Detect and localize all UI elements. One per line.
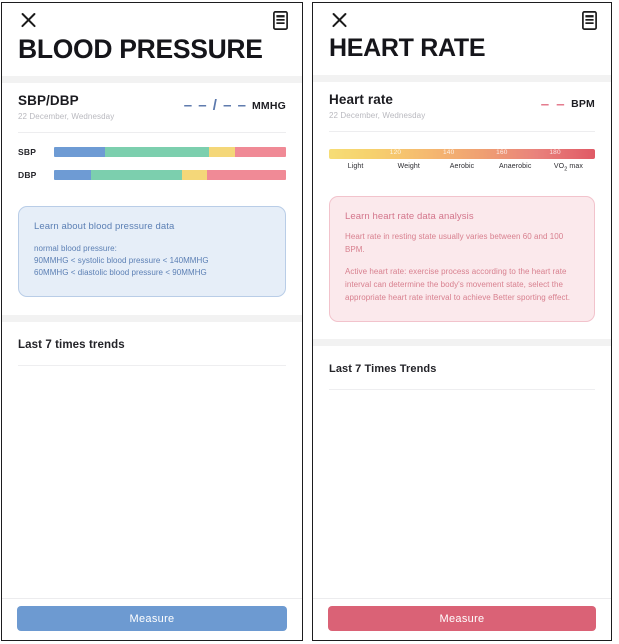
bp-topbar: [2, 3, 302, 37]
sbp-segment-elevated: [209, 147, 235, 158]
hr-tick: 160: [496, 149, 508, 156]
document-records-icon[interactable]: [273, 10, 288, 30]
divider: [18, 132, 286, 134]
vo2-subscript: 2: [564, 165, 568, 172]
bp-trends-title: Last 7 times trends: [18, 338, 125, 351]
hr-tick: 140: [442, 149, 455, 156]
hr-zone-label: Weight: [397, 162, 420, 170]
hr-metric-card: Heart rate 22 December, Wednesday – – BP…: [313, 81, 611, 181]
metric-date: 22 December, Wednesday: [329, 110, 426, 120]
section-separator: [313, 74, 611, 82]
bp-info-line: 60MMHG < diastolic blood pressure < 90MM…: [34, 268, 207, 278]
metric-value-placeholder: – –: [540, 95, 567, 113]
hr-metric-row: Heart rate 22 December, Wednesday – – BP…: [329, 82, 595, 131]
hr-zone-label: Anaerobic: [499, 162, 532, 170]
bp-metric-info: SBP/DBP 22 December, Wednesday: [18, 93, 114, 121]
metric-name: Heart rate: [329, 91, 394, 107]
hr-info-wrap: Learn heart rate data analysis Heart rat…: [313, 181, 611, 339]
dbp-segment-normal: [91, 170, 182, 181]
heart-rate-screen: HEART RATE Heart rate 22 December, Wedne…: [312, 2, 612, 641]
hr-zone-label: Light: [347, 162, 364, 170]
metric-unit: BPM: [571, 98, 595, 110]
hr-zone-label: Aerobic: [449, 162, 475, 170]
bp-metric-value: – – / – – MMHG: [184, 93, 286, 114]
metric-value-placeholder: – – / – –: [183, 97, 247, 115]
hr-metric-info: Heart rate 22 December, Wednesday: [329, 92, 425, 120]
dbp-bar-row: DBP: [18, 170, 286, 181]
section-separator: [313, 338, 611, 346]
hr-topbar: [313, 3, 611, 37]
hr-trends-title: Last 7 Times Trends: [329, 362, 437, 375]
hr-gradient-bar: 120 140 160 180: [329, 148, 595, 159]
bp-info-box[interactable]: Learn about blood pressure data normal b…: [18, 206, 286, 297]
hr-info-paragraph: Heart rate in resting state usually vari…: [345, 231, 564, 254]
hr-zone-labels: Light Weight Aerobic Anaerobic VO2 max: [329, 163, 595, 172]
bp-info-line: normal blood pressure:: [34, 244, 117, 254]
hr-zone-label-vo2max: VO2 max: [542, 163, 595, 172]
section-separator: [2, 314, 302, 322]
vo2-suffix: max: [567, 162, 583, 170]
hr-footer: Measure: [313, 598, 611, 640]
sbp-segment-high: [234, 147, 286, 158]
dbp-label: DBP: [18, 170, 37, 181]
metric-date: 22 December, Wednesday: [18, 112, 115, 122]
section-separator: [2, 76, 302, 84]
bp-metric-row: SBP/DBP 22 December, Wednesday – – / – –…: [18, 83, 286, 132]
hr-info-paragraph: Active heart rate: exercise process acco…: [345, 266, 571, 302]
sbp-segment-normal: [105, 147, 210, 158]
bp-footer: Measure: [2, 598, 302, 640]
bp-range-bars: SBP DBP: [18, 133, 286, 192]
metric-unit: MMHG: [251, 99, 286, 112]
dbp-segment-high: [207, 170, 286, 181]
dbp-segment-low: [54, 170, 92, 181]
sbp-bar-track: [54, 147, 286, 158]
document-records-icon[interactable]: [582, 10, 597, 30]
sbp-label: SBP: [18, 147, 37, 158]
bp-info-line: 90MMHG < systolic blood pressure < 140MM…: [34, 256, 209, 266]
page-title: BLOOD PRESSURE: [18, 34, 263, 64]
dbp-segment-elevated: [181, 170, 208, 181]
measure-button[interactable]: Measure: [17, 606, 287, 631]
page-title: HEART RATE: [329, 34, 486, 62]
divider: [18, 364, 286, 366]
dbp-bar-track: [54, 170, 286, 181]
hr-metric-value: – – BPM: [541, 92, 595, 113]
metric-name: SBP/DBP: [18, 93, 79, 109]
hr-tick: 120: [389, 149, 402, 156]
hr-zone-scale: 120 140 160 180 Light Weight Aerobic Ana…: [329, 132, 595, 181]
vo2-prefix: VO: [553, 162, 565, 170]
bp-info-wrap: Learn about blood pressure data normal b…: [2, 192, 302, 314]
close-icon[interactable]: [329, 10, 349, 30]
bp-metric-card: SBP/DBP 22 December, Wednesday – – / – –…: [2, 83, 302, 193]
hr-trends-section: Last 7 Times Trends: [313, 345, 611, 598]
hr-tick: 180: [549, 149, 561, 156]
hr-info-box[interactable]: Learn heart rate data analysis Heart rat…: [329, 195, 595, 322]
sbp-bar-row: SBP: [18, 147, 286, 158]
close-icon[interactable]: [18, 10, 38, 30]
divider: [329, 130, 595, 132]
bp-trends-section: Last 7 times trends: [2, 321, 302, 598]
hr-info-title: Learn heart rate data analysis: [345, 210, 474, 222]
divider: [329, 388, 595, 390]
measure-button[interactable]: Measure: [328, 606, 596, 631]
blood-pressure-screen: BLOOD PRESSURE SBP/DBP 22 December, Wedn…: [1, 2, 303, 641]
bp-info-title: Learn about blood pressure data: [34, 221, 175, 233]
sbp-segment-low: [54, 147, 106, 158]
